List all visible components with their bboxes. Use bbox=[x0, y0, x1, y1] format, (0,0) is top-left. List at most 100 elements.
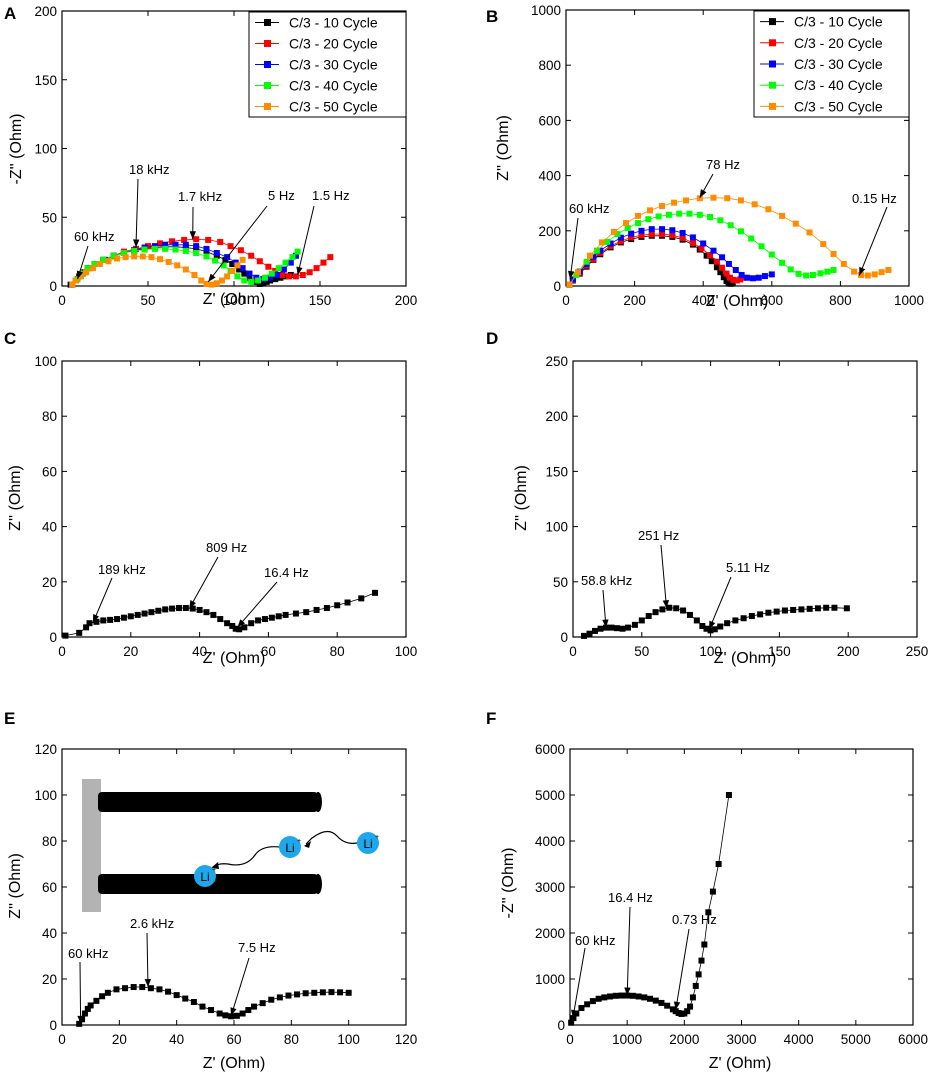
data-point bbox=[710, 247, 717, 254]
data-point bbox=[294, 991, 301, 998]
data-point bbox=[313, 265, 320, 272]
data-point bbox=[265, 263, 272, 270]
legend-marker bbox=[264, 61, 271, 68]
data-point bbox=[320, 259, 327, 266]
y-axis-label: -Z'' (Ohm) bbox=[500, 848, 517, 919]
data-point bbox=[645, 613, 652, 620]
panel-letter: F bbox=[486, 709, 496, 728]
data-point bbox=[328, 989, 335, 996]
y-tick-label: 0 bbox=[557, 1018, 565, 1033]
lithium-ion-3 bbox=[194, 865, 216, 887]
data-point bbox=[645, 216, 652, 223]
legend-entry: C/3 - 10 Cycle bbox=[794, 14, 883, 30]
data-point bbox=[708, 258, 715, 265]
data-point bbox=[190, 999, 197, 1005]
data-point bbox=[806, 229, 813, 236]
data-point bbox=[358, 595, 365, 602]
data-point bbox=[208, 1007, 215, 1014]
data-point bbox=[81, 1010, 88, 1017]
data-point bbox=[239, 1010, 246, 1017]
data-point bbox=[227, 243, 234, 250]
data-point bbox=[664, 1002, 671, 1009]
legend-entry: C/3 - 40 Cycle bbox=[794, 77, 883, 93]
data-point bbox=[631, 621, 638, 628]
data-point bbox=[282, 273, 289, 280]
data-point bbox=[246, 274, 253, 281]
y-tick-label: 6000 bbox=[535, 742, 565, 757]
data-point bbox=[806, 605, 813, 612]
data-point bbox=[593, 247, 600, 254]
y-tick-label: 100 bbox=[34, 354, 57, 369]
data-point bbox=[730, 276, 737, 283]
data-point bbox=[583, 258, 590, 265]
data-point bbox=[824, 268, 831, 275]
x-tick-label: 80 bbox=[330, 644, 345, 659]
data-point bbox=[162, 241, 169, 248]
data-point bbox=[713, 258, 720, 265]
data-point bbox=[91, 261, 98, 267]
data-point bbox=[286, 273, 293, 280]
data-point bbox=[851, 268, 858, 275]
frequency-annotation: 60 kHz bbox=[569, 201, 609, 216]
data-point bbox=[241, 270, 248, 277]
data-point bbox=[255, 277, 262, 284]
data-point bbox=[692, 982, 699, 989]
data-point bbox=[87, 1002, 94, 1009]
data-point bbox=[758, 243, 765, 250]
data-point bbox=[189, 605, 196, 612]
x-tick-label: 400 bbox=[692, 293, 715, 308]
annotation-arrow bbox=[237, 581, 278, 628]
data-series bbox=[568, 792, 732, 1026]
data-point bbox=[299, 272, 306, 278]
data-point bbox=[726, 274, 733, 281]
data-point bbox=[239, 256, 246, 263]
data-point bbox=[213, 250, 220, 256]
data-point bbox=[251, 278, 258, 285]
y-tick-label: 5000 bbox=[535, 788, 565, 803]
data-point bbox=[732, 266, 739, 273]
data-point bbox=[679, 230, 686, 237]
data-point bbox=[155, 607, 162, 614]
data-point bbox=[122, 985, 129, 992]
data-point bbox=[110, 252, 117, 259]
data-point bbox=[274, 272, 280, 278]
data-point bbox=[885, 266, 892, 273]
data-point bbox=[698, 245, 705, 252]
data-point bbox=[157, 256, 164, 263]
data-point bbox=[696, 211, 703, 218]
data-point bbox=[659, 606, 666, 613]
annotation-arrow bbox=[660, 544, 668, 609]
data-point bbox=[619, 625, 626, 632]
panel-letter: D bbox=[486, 329, 498, 348]
y-tick-label: 0 bbox=[553, 279, 561, 294]
data-point bbox=[234, 262, 241, 269]
y-tick-label: 100 bbox=[545, 520, 568, 535]
y-tick-label: 200 bbox=[538, 224, 561, 239]
data-point bbox=[292, 610, 299, 617]
x-axis-label: Z' (Ohm) bbox=[714, 650, 777, 667]
x-tick-label: 50 bbox=[140, 293, 155, 308]
data-point bbox=[707, 252, 714, 259]
data-point bbox=[617, 234, 624, 241]
data-point bbox=[182, 605, 189, 612]
data-point bbox=[193, 243, 200, 250]
data-point bbox=[76, 1020, 83, 1027]
data-point bbox=[638, 617, 645, 624]
annotation-arrow bbox=[135, 178, 139, 248]
data-point bbox=[196, 606, 203, 613]
panel-d: D Z' (Ohm) Z'' (Ohm) 0 50 100 150 200 250 0 50 1… bbox=[486, 329, 928, 667]
data-point bbox=[608, 624, 615, 631]
data-point bbox=[641, 994, 648, 1001]
electrode-bar-top bbox=[98, 792, 318, 812]
data-point bbox=[272, 276, 279, 283]
plot-frame bbox=[565, 9, 910, 287]
data-point bbox=[205, 236, 212, 243]
x-tick-label: 6000 bbox=[898, 1032, 928, 1047]
legend: C/3 - 10 Cycle C/3 - 20 Cycle C/3 - 30 Cyc… bbox=[753, 10, 910, 118]
data-series bbox=[62, 589, 379, 639]
frequency-annotation: 1.7 kHz bbox=[178, 189, 222, 204]
x-axis-label: Z' (Ohm) bbox=[203, 291, 266, 308]
annotation-arrow bbox=[297, 205, 315, 276]
data-point bbox=[696, 195, 703, 202]
data-point bbox=[809, 271, 816, 278]
